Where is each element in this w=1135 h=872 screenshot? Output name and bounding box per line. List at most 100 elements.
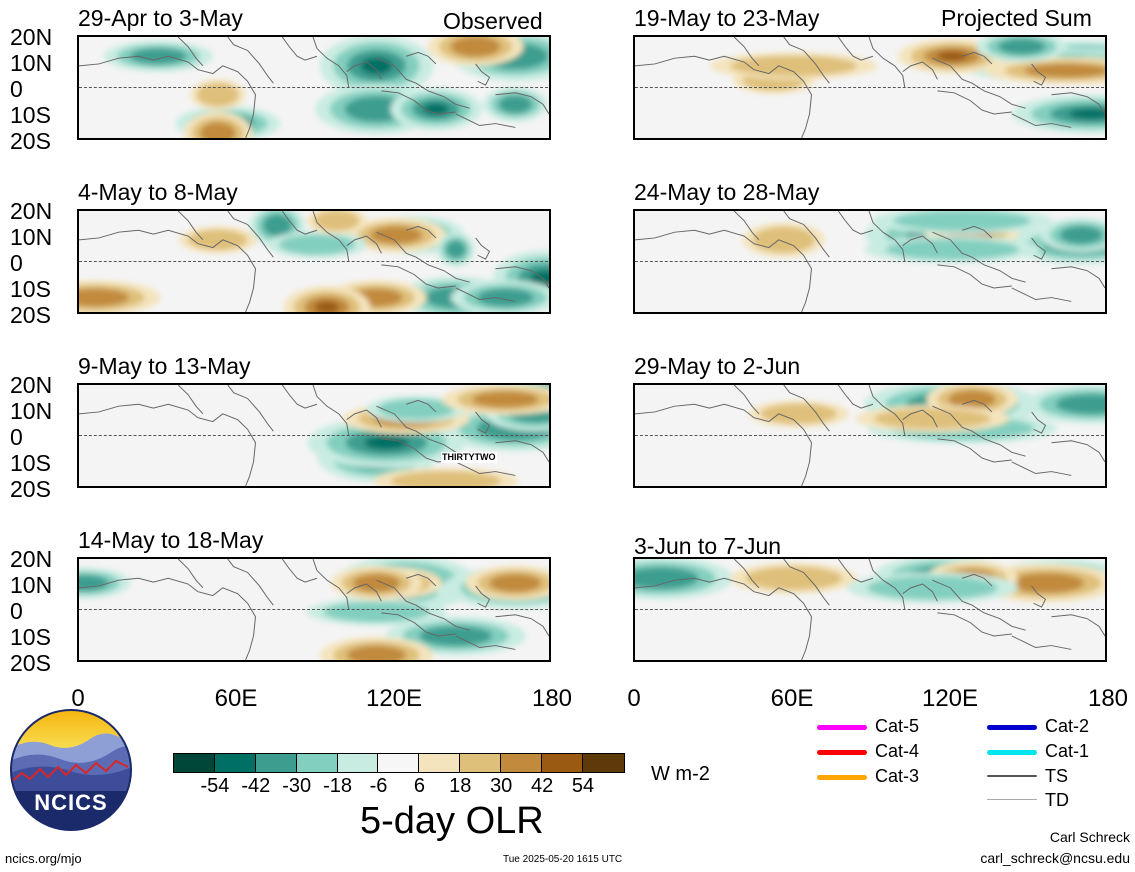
coastline <box>868 385 906 436</box>
negative-olr-anomaly <box>1068 108 1105 120</box>
cat4-swatch <box>817 750 867 755</box>
coastline <box>962 399 993 413</box>
coastline <box>381 438 456 463</box>
coastline <box>635 403 813 486</box>
panel-title: 4-May to 8-May <box>78 179 238 205</box>
colorbar-swatch <box>337 754 379 772</box>
colorbar-swatch <box>296 754 338 772</box>
coastline <box>281 211 318 235</box>
coastline <box>475 237 491 260</box>
positive-olr-anomaly <box>199 122 236 138</box>
coastline <box>455 461 516 476</box>
coastline <box>79 55 257 138</box>
panel-title: 29-May to 2-Jun <box>634 353 801 379</box>
positive-olr-anomaly <box>730 55 858 77</box>
coastline <box>475 585 491 608</box>
coastline <box>376 231 470 283</box>
legend-ts: TS <box>1045 766 1069 786</box>
observed-label: Observed <box>443 8 543 34</box>
colorbar <box>173 753 625 773</box>
negative-olr-anomaly <box>360 57 393 75</box>
legend-cat1: Cat-1 <box>1045 741 1090 761</box>
coastline <box>381 90 456 115</box>
coastline <box>406 573 437 587</box>
coastline <box>475 63 491 86</box>
coastline <box>837 559 874 583</box>
coastline <box>1051 266 1105 289</box>
colorbar-swatch <box>214 754 256 772</box>
units-label: W m-2 <box>651 763 710 785</box>
coastline <box>783 559 830 606</box>
coastline <box>281 559 318 583</box>
y-tick-label: 0 <box>10 598 23 624</box>
coastline <box>312 385 350 436</box>
x-tick-label: 60E <box>770 685 814 712</box>
y-tick-label: 0 <box>10 250 23 276</box>
y-tick-label: 10N <box>10 572 53 598</box>
colorbar-label: 42 <box>530 775 554 797</box>
colorbar-label: -42 <box>241 775 271 797</box>
coastline <box>962 573 993 587</box>
coastline <box>381 612 456 637</box>
coastline <box>932 579 1026 631</box>
coastline <box>406 399 437 413</box>
olr-map-panel <box>77 557 551 662</box>
positive-olr-anomaly <box>752 226 816 254</box>
colorbar-label: -54 <box>200 775 230 797</box>
positive-olr-anomaly <box>79 288 130 307</box>
coastline <box>837 385 874 409</box>
footer-url: ncics.org/mjo <box>5 851 82 866</box>
coastline <box>837 211 874 235</box>
coastline <box>868 559 906 610</box>
logo-text: NCICS <box>34 790 108 815</box>
coastline <box>733 385 760 415</box>
x-tick-label: 180 <box>1087 685 1129 712</box>
negative-olr-anomaly <box>344 96 409 123</box>
y-tick-label: 10S <box>10 276 51 302</box>
y-tick-label: 10N <box>10 50 53 76</box>
coastline <box>1031 63 1047 86</box>
colorbar-swatch <box>460 754 502 772</box>
coastline <box>902 61 938 80</box>
y-tick-label: 20N <box>10 372 53 398</box>
colorbar-label: 54 <box>571 775 595 797</box>
coastline <box>937 90 1012 115</box>
coastline <box>902 235 938 254</box>
coastline <box>1031 237 1047 260</box>
coastline <box>1031 411 1047 434</box>
coastline <box>495 614 549 637</box>
panel-title: 14-May to 18-May <box>78 527 264 553</box>
negative-olr-anomaly <box>530 270 549 287</box>
coastline <box>783 211 830 258</box>
coastline <box>902 409 938 428</box>
coastline <box>227 211 274 258</box>
positive-olr-anomaly <box>745 566 842 590</box>
coastline <box>381 264 456 289</box>
olr-map-panel <box>77 383 551 488</box>
y-tick-label: 20N <box>10 198 53 224</box>
colorbar-label: -30 <box>282 775 312 797</box>
colorbar-label: -6 <box>369 775 388 797</box>
colorbar-swatch <box>582 754 624 772</box>
x-tick-label: 60E <box>214 685 258 712</box>
coastline <box>346 409 382 428</box>
positive-olr-anomaly <box>196 83 239 107</box>
coastline <box>475 411 491 434</box>
coastline <box>1051 614 1105 637</box>
negative-olr-anomaly <box>445 240 466 259</box>
panel-title: 29-Apr to 3-May <box>78 5 243 31</box>
legend-cat5: Cat-5 <box>875 716 920 736</box>
y-tick-label: 20S <box>10 302 51 328</box>
positive-olr-anomaly <box>1024 63 1105 78</box>
colorbar-label: 30 <box>490 775 513 797</box>
coastline <box>177 211 204 241</box>
negative-olr-anomaly <box>378 398 455 420</box>
coastline <box>346 583 382 602</box>
negative-olr-anomaly <box>278 234 356 255</box>
y-tick-label: 0 <box>10 76 23 102</box>
positive-olr-anomaly <box>489 574 542 593</box>
negative-olr-anomaly <box>423 103 449 116</box>
coastline <box>1011 113 1072 128</box>
y-tick-label: 10N <box>10 398 53 424</box>
positive-olr-anomaly <box>314 211 360 231</box>
